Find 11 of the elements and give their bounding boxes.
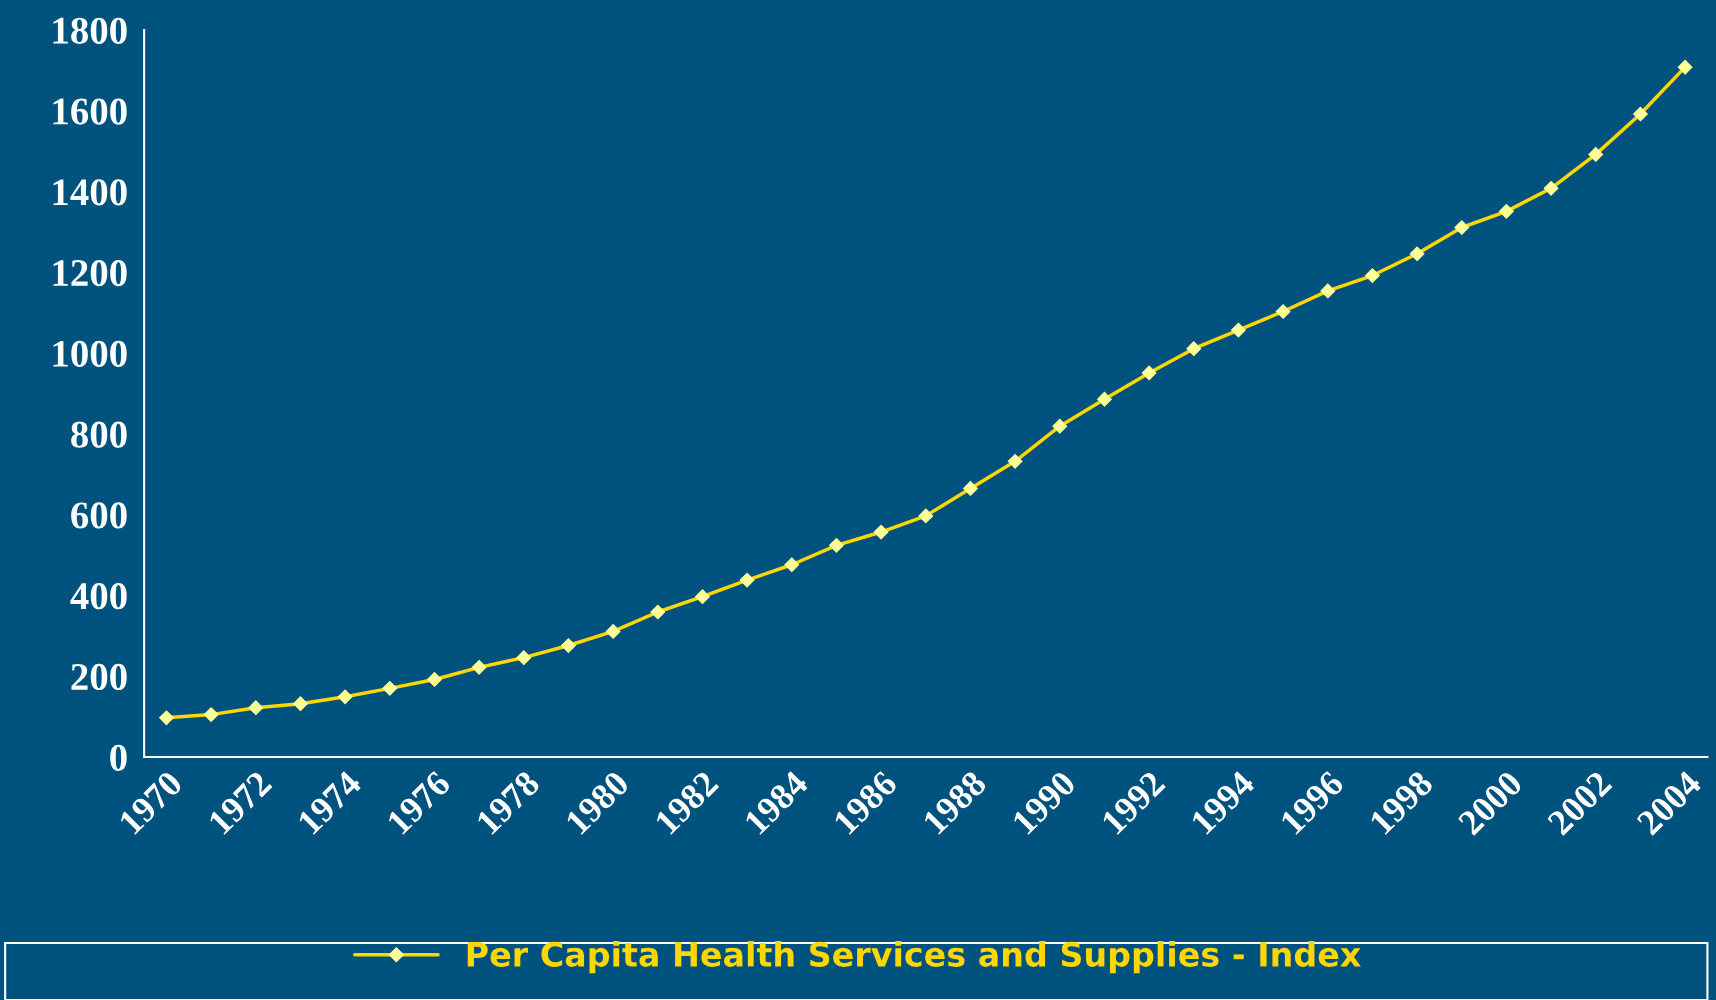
y-tick-label: 600 [71,502,127,529]
y-tick-label: 1600 [53,98,127,125]
y-tick-label: 1800 [53,17,127,44]
legend-label: Per Capita Health Services and Supplies - Index [467,941,1361,974]
y-tick-label: 400 [70,583,127,610]
y-tick-label: 1000 [53,340,127,367]
y-tick-label: 1200 [53,259,127,287]
y-tick-label: 1400 [53,179,127,206]
y-tick-label: 0 [110,744,127,771]
y-tick-label: 200 [71,663,127,691]
y-tick-label: 800 [71,421,127,448]
